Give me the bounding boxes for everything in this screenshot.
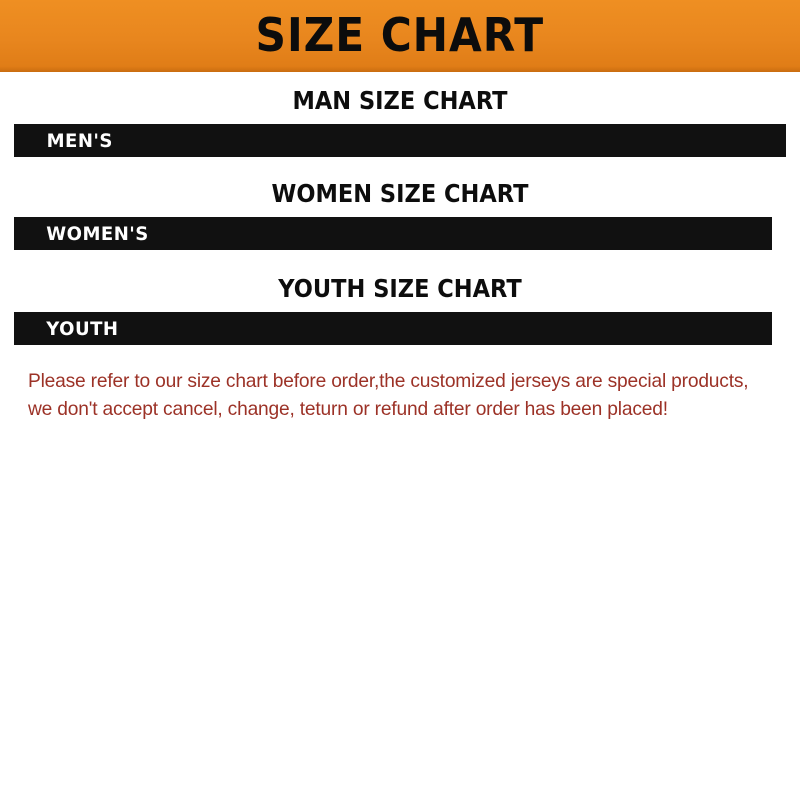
women-size-table-wrapper: WOMEN'S: [0, 217, 800, 250]
youth-table-head: YOUTH: [14, 312, 772, 345]
disclaimer-line-2: we don't accept cancel, change, teturn o…: [28, 398, 668, 421]
youth-corner-label: YOUTH: [46, 317, 119, 340]
man-size-table: MEN'S: [14, 124, 786, 157]
women-size-table: WOMEN'S: [14, 217, 772, 250]
youth-header-row: YOUTH: [14, 312, 772, 345]
page-title: SIZE CHART: [255, 8, 545, 62]
women-header-row: WOMEN'S: [14, 217, 772, 250]
youth-size-table: YOUTH: [14, 312, 772, 345]
women-table-head: WOMEN'S: [14, 217, 772, 250]
man-header-row: MEN'S: [14, 124, 786, 157]
youth-size-table-wrapper: YOUTH: [0, 312, 800, 345]
youth-section-title: YOUTH SIZE CHART: [278, 274, 522, 303]
page-header-banner: SIZE CHART: [0, 0, 800, 72]
women-section-title: WOMEN SIZE CHART: [271, 179, 529, 208]
order-disclaimer: Please refer to our size chart before or…: [28, 367, 767, 424]
man-corner-label: MEN'S: [46, 129, 113, 152]
man-table-head: MEN'S: [14, 124, 786, 157]
man-size-table-wrapper: MEN'S: [0, 124, 800, 157]
man-section-title: MAN SIZE CHART: [292, 86, 508, 115]
women-corner-label: WOMEN'S: [46, 222, 149, 245]
disclaimer-line-1: Please refer to our size chart before or…: [28, 370, 749, 392]
